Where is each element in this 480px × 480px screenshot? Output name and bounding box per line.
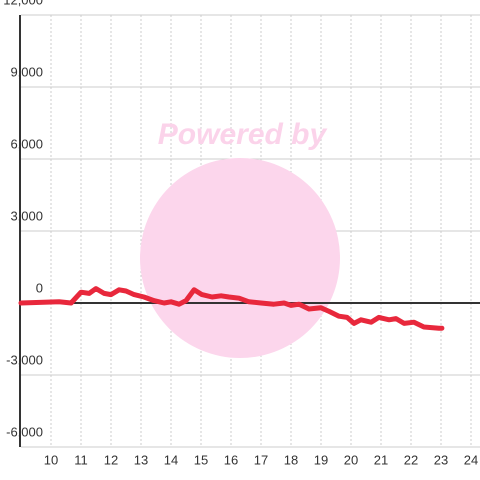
y-tick-label: 9,000 <box>10 64 43 79</box>
y-tick-label: -3,000 <box>6 352 43 367</box>
x-tick-label: 12 <box>104 452 118 467</box>
y-tick-label: 6,000 <box>10 136 43 151</box>
x-tick-label: 11 <box>74 452 88 467</box>
watermark-logo <box>140 158 340 358</box>
x-tick-label: 21 <box>374 452 388 467</box>
x-tick-label: 23 <box>434 452 448 467</box>
x-tick-label: 16 <box>224 452 238 467</box>
x-tick-label: 15 <box>194 452 208 467</box>
x-tick-label: 24 <box>464 452 478 467</box>
y-tick-label: 0 <box>36 280 43 295</box>
y-tick-label: -6,000 <box>6 424 43 439</box>
x-tick-label: 14 <box>164 452 178 467</box>
x-tick-label: 20 <box>344 452 358 467</box>
x-tick-label: 22 <box>404 452 418 467</box>
x-tick-label: 19 <box>314 452 328 467</box>
x-tick-label: 18 <box>284 452 298 467</box>
watermark-text: Powered by <box>158 118 328 151</box>
x-tick-label: 13 <box>134 452 148 467</box>
x-tick-label: 10 <box>44 452 58 467</box>
data-line <box>18 286 445 331</box>
x-tick-label: 17 <box>254 452 268 467</box>
y-tick-label: 12,000 <box>3 0 43 7</box>
y-tick-label: 3,000 <box>10 208 43 223</box>
